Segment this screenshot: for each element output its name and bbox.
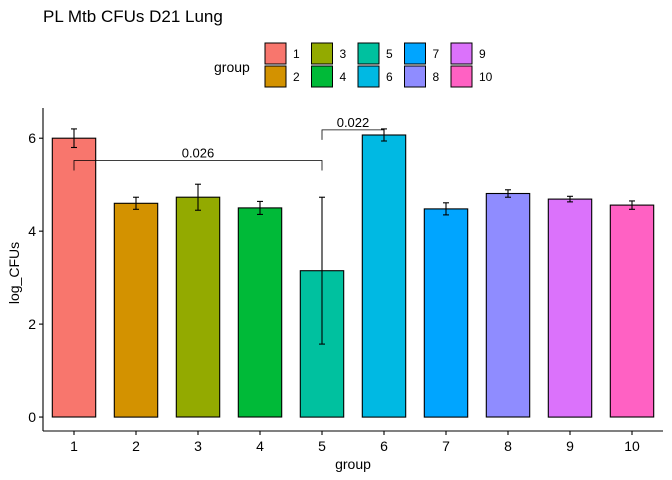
significance-bracket-1 <box>73 160 323 171</box>
significance-label-2: 0.022 <box>337 115 370 130</box>
x-tick-label-2: 2 <box>132 438 140 454</box>
legend-key-3 <box>311 42 333 65</box>
legend-label-4: 4 <box>340 70 347 84</box>
legend-label-5: 5 <box>386 47 393 61</box>
legend-key-10 <box>450 65 473 88</box>
significance-label-1: 0.026 <box>182 146 215 161</box>
legend-label-2: 2 <box>293 70 300 84</box>
x-tick-label-5: 5 <box>318 438 326 454</box>
x-tick-label-9: 9 <box>566 438 574 454</box>
legend-label-10: 10 <box>479 70 493 84</box>
legend-label-3: 3 <box>340 47 347 61</box>
legend-key-2 <box>264 65 287 88</box>
x-tick-label-3: 3 <box>194 438 202 454</box>
legend-key-5 <box>357 42 380 65</box>
bar-group-6 <box>361 134 407 418</box>
legend-label-8: 8 <box>433 70 440 84</box>
chart-title: PL Mtb CFUs D21 Lung <box>43 7 223 26</box>
bar-group-3 <box>175 196 221 418</box>
y-tick-label-0: 0 <box>28 409 36 425</box>
y-tick-label-4: 4 <box>28 223 36 239</box>
x-axis-label: group <box>335 456 371 472</box>
bar-group-7 <box>423 208 469 418</box>
y-axis-label: log_CFUs <box>6 242 22 304</box>
legend-label-9: 9 <box>479 47 486 61</box>
legend-key-9 <box>450 42 473 65</box>
plot-area: 0.026 0.022 0 2 4 6 1 2 3 4 5 6 7 8 9 10 <box>28 108 663 454</box>
x-tick-label-10: 10 <box>624 438 640 454</box>
bar-group-10 <box>609 204 655 418</box>
x-tick-label-6: 6 <box>380 438 388 454</box>
bar-group-1 <box>51 137 97 418</box>
x-tick-label-7: 7 <box>442 438 450 454</box>
bar-group-4 <box>237 207 283 418</box>
legend-key-8 <box>404 65 426 88</box>
y-tick-label-2: 2 <box>28 316 36 332</box>
bar-group-2 <box>113 202 159 418</box>
y-tick-label-6: 6 <box>28 130 36 146</box>
legend: group 1 2 3 4 5 6 7 8 9 10 <box>214 42 493 88</box>
legend-label-7: 7 <box>433 47 440 61</box>
legend-key-7 <box>404 42 426 65</box>
legend-key-1 <box>264 42 287 65</box>
bar-group-9 <box>547 198 593 418</box>
legend-title: group <box>214 59 250 75</box>
significance-bracket-2 <box>321 129 385 140</box>
legend-label-1: 1 <box>293 47 300 61</box>
x-tick-label-1: 1 <box>70 438 78 454</box>
x-tick-label-4: 4 <box>256 438 264 454</box>
legend-label-6: 6 <box>386 70 393 84</box>
legend-key-6 <box>357 65 380 88</box>
legend-key-4 <box>311 65 333 88</box>
x-tick-label-8: 8 <box>504 438 512 454</box>
bar-group-8 <box>485 192 531 418</box>
